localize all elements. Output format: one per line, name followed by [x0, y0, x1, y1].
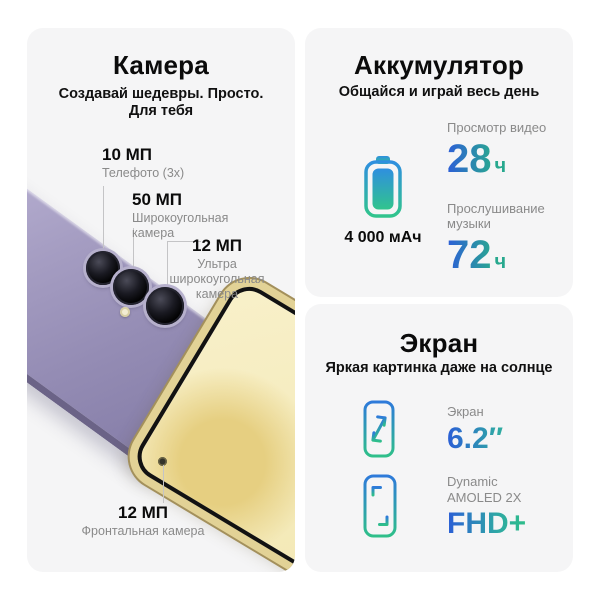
feature-label: Экран	[447, 404, 484, 419]
battery-stats: Просмотр видео 28 ч Прослушивание музыки …	[447, 120, 551, 297]
spec-front-camera: 12 МП Фронтальная камера	[67, 503, 219, 539]
spec-value: 12 МП	[191, 236, 242, 255]
camera-panel-title: Камера	[113, 50, 209, 80]
callout-line	[167, 241, 201, 242]
stat-value: 28 ч	[447, 138, 551, 187]
callout-line	[103, 186, 104, 251]
stat-number: 28	[447, 136, 492, 181]
screen-panel: Экран Яркая картинка даже на солнце Экра…	[305, 304, 573, 572]
screen-panel-title: Экран	[399, 328, 479, 358]
phone-display-icon	[363, 474, 397, 543]
feature-value: FHD+	[447, 508, 531, 540]
camera-panel-subtitle: Создавай шедевры. Просто. Для тебя	[58, 86, 264, 119]
stat-unit: ч	[494, 250, 507, 273]
spec-wide: 50 МП Широкоугольная камера	[132, 190, 244, 241]
feature-label: Dynamic AMOLED 2X	[447, 474, 522, 505]
battery-panel-subtitle: Общайся и играй весь день	[338, 84, 540, 100]
camera-panel: Камера Создавай шедевры. Просто. Для теб…	[27, 28, 295, 572]
battery-capacity-block: 4 000 мАч	[333, 156, 433, 247]
stat-unit: ч	[494, 154, 507, 177]
display-type-feature: Dynamic AMOLED 2X FHD+	[447, 474, 531, 540]
spec-label: Ультра широкоугольная камера	[169, 257, 265, 301]
callout-line	[167, 241, 168, 287]
spec-value: 50 МП	[132, 190, 183, 209]
stat-value: 72 ч	[447, 234, 551, 283]
stat-label: Прослушивание музыки	[447, 200, 545, 232]
feature-value: 6.2″	[447, 422, 531, 455]
spec-label: Фронтальная камера	[81, 524, 205, 538]
callout-line	[133, 228, 134, 269]
spec-label: Телефото (3x)	[102, 166, 185, 180]
battery-capacity: 4 000 мАч	[344, 229, 422, 246]
stat-label: Просмотр видео	[447, 120, 547, 135]
callout-line	[163, 465, 164, 503]
battery-icon	[364, 156, 402, 222]
camera-flash	[120, 307, 130, 317]
wide-lens	[113, 269, 149, 305]
screen-panel-subtitle: Яркая картинка даже на солнце	[325, 360, 553, 376]
battery-panel: Аккумулятор Общайся и играй весь день 4 …	[305, 28, 573, 297]
spec-value: 10 МП	[102, 145, 153, 164]
battery-panel-title: Аккумулятор	[354, 50, 524, 80]
spec-value: 12 МП	[117, 503, 168, 522]
spec-ultrawide: 12 МП Ультра широкоугольная камера	[157, 236, 277, 302]
stat-number: 72	[447, 232, 492, 277]
phone-expand-icon	[363, 400, 395, 463]
spec-label: Широкоугольная камера	[132, 211, 229, 240]
spec-telephoto: 10 МП Телефото (3x)	[102, 145, 184, 181]
screen-size-feature: Экран 6.2″	[447, 404, 531, 455]
front-camera-dot	[158, 457, 167, 466]
ultrawide-lens	[146, 287, 184, 325]
